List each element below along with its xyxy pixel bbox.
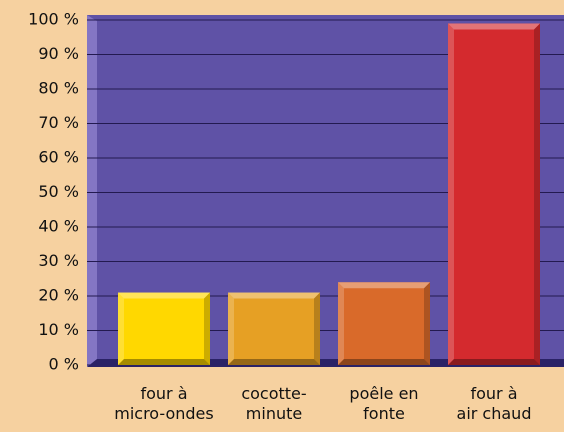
y-tick-label: 90 % — [38, 44, 79, 63]
x-tick-label: four à air chaud — [457, 384, 532, 423]
bar — [228, 292, 320, 365]
y-tick-label: 50 % — [38, 182, 79, 201]
y-tick-label: 0 % — [49, 355, 79, 374]
x-tick-label: four à micro-ondes — [114, 384, 213, 423]
bar-bevel-left — [338, 282, 344, 365]
bar — [118, 292, 210, 365]
bar-bevel-left — [448, 23, 454, 365]
bar-bevel-bottom — [338, 359, 430, 365]
bar-bevel-bottom — [118, 359, 210, 365]
bar — [448, 23, 540, 365]
x-tick-label: cocotte-minute — [241, 384, 306, 423]
y-tick-label: 70 % — [38, 113, 79, 132]
bar-bevel-top — [118, 292, 210, 299]
bar-bevel-right — [314, 292, 320, 365]
x-tick-label: poêle en fonte — [349, 384, 418, 423]
y-tick-label: 30 % — [38, 251, 79, 270]
bar-bevel-right — [204, 292, 210, 365]
bar-bevel-left — [228, 292, 234, 365]
bar-bevel-top — [338, 282, 430, 289]
y-tick-label: 10 % — [38, 320, 79, 339]
bar-bevel-top — [228, 292, 320, 299]
bar-bevel-left — [118, 292, 124, 365]
y-tick-label: 40 % — [38, 217, 79, 236]
bar-bevel-right — [534, 23, 540, 365]
y-tick-label: 100 % — [28, 10, 79, 29]
bar-bevel-right — [424, 282, 430, 365]
left-wall — [87, 15, 97, 367]
bar — [338, 282, 430, 365]
y-tick-label: 60 % — [38, 148, 79, 167]
y-tick-label: 80 % — [38, 79, 79, 98]
bar-bevel-bottom — [448, 359, 540, 365]
y-tick-label: 20 % — [38, 286, 79, 305]
bar-bevel-bottom — [228, 359, 320, 365]
bar-bevel-top — [448, 23, 540, 30]
